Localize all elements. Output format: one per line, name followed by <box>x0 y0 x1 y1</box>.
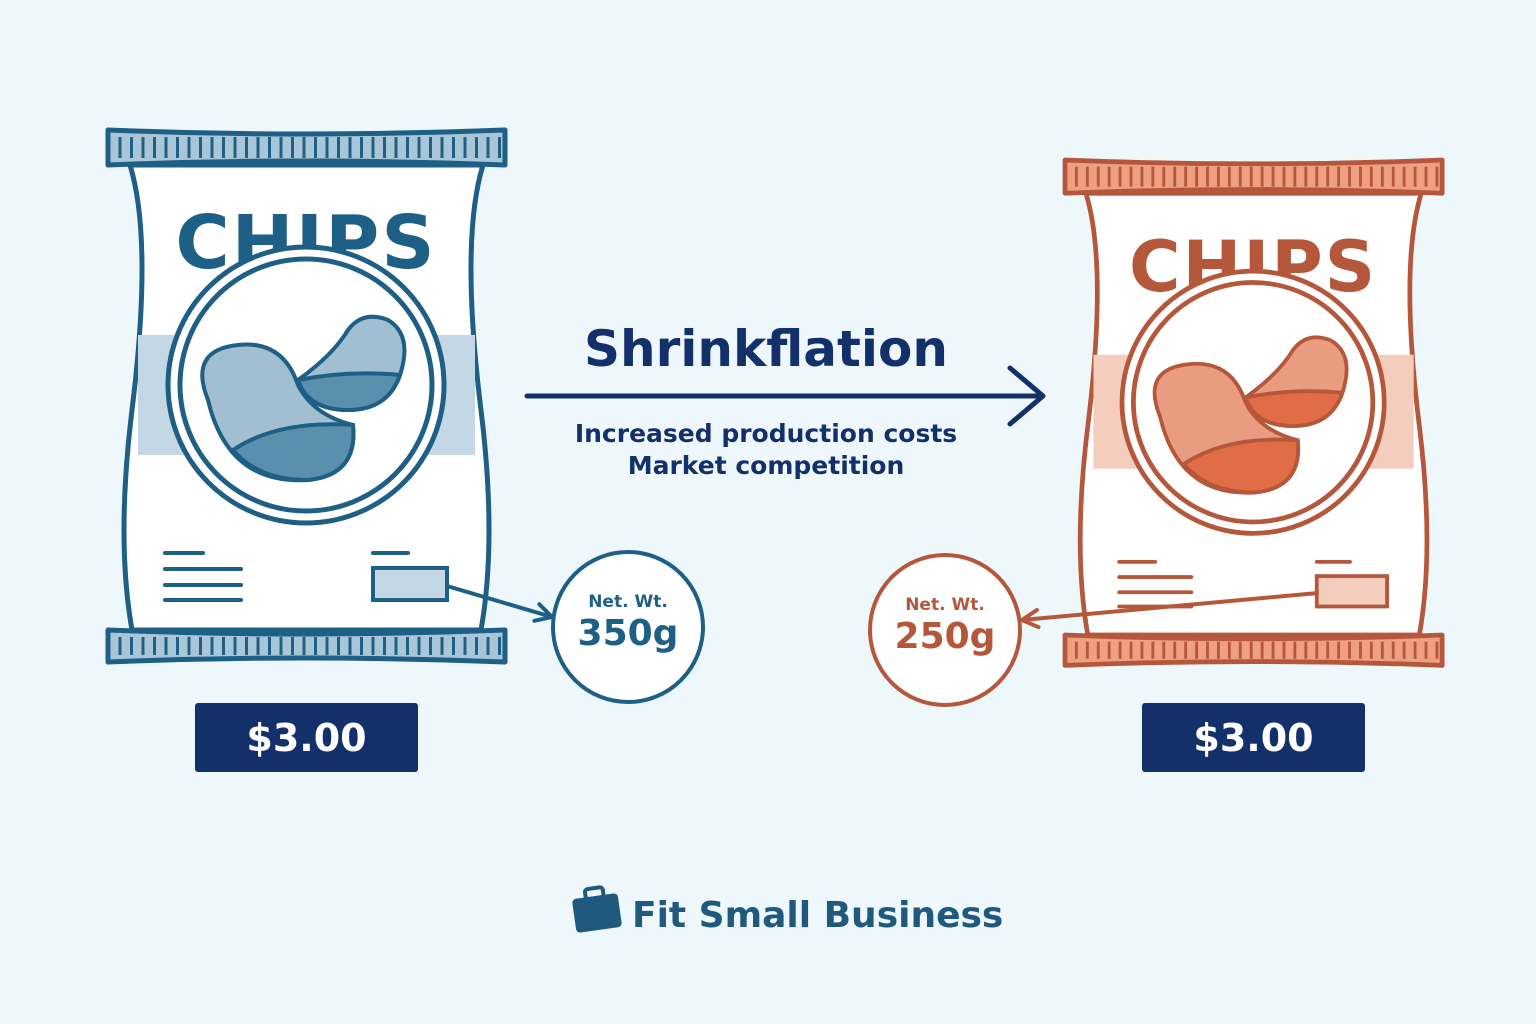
chip-bag: CHIPS <box>105 127 508 665</box>
logo-text: Fit Small Business <box>632 895 1003 936</box>
chip-shade <box>1243 389 1345 428</box>
connector-head <box>1017 607 1041 630</box>
bag-crimp <box>105 627 508 665</box>
price-box <box>195 703 418 772</box>
center-arrow <box>524 365 1046 427</box>
logo: Fit Small Business <box>572 885 1003 936</box>
connector <box>1021 591 1319 622</box>
price-box <box>1142 703 1365 772</box>
price-text: $3.00 <box>1193 716 1313 760</box>
chip-shade <box>295 371 403 413</box>
chip-bag: CHIPS <box>1062 157 1445 668</box>
bag-crimp <box>1062 157 1445 196</box>
weight-value: 250g <box>895 616 996 657</box>
logo-icon <box>572 893 622 933</box>
weight-label: Net. Wt. <box>588 592 668 612</box>
weight-circle <box>551 550 705 704</box>
chip-shade <box>1180 437 1301 495</box>
weight-box <box>1314 574 1389 609</box>
price-text: $3.00 <box>246 716 366 760</box>
price-tag: $3.00 <box>1142 703 1365 772</box>
reason: Increased production costs <box>575 419 957 448</box>
connector <box>446 584 553 619</box>
bag-crimp <box>105 127 508 168</box>
chip-shade <box>230 422 356 483</box>
weight-value: 350g <box>578 613 679 654</box>
logo-handle <box>582 885 606 902</box>
net-weight: Net. Wt.250g <box>868 553 1319 707</box>
center-title: Shrinkflation <box>584 320 948 378</box>
weight-circle <box>868 553 1022 707</box>
weight-box <box>371 566 449 602</box>
bag-crimp <box>1062 632 1445 668</box>
price-tag: $3.00 <box>195 703 418 772</box>
arrow-head <box>1007 365 1046 427</box>
reason: Market competition <box>628 451 905 480</box>
weight-label: Net. Wt. <box>905 595 985 615</box>
net-weight: Net. Wt.350g <box>446 550 705 704</box>
